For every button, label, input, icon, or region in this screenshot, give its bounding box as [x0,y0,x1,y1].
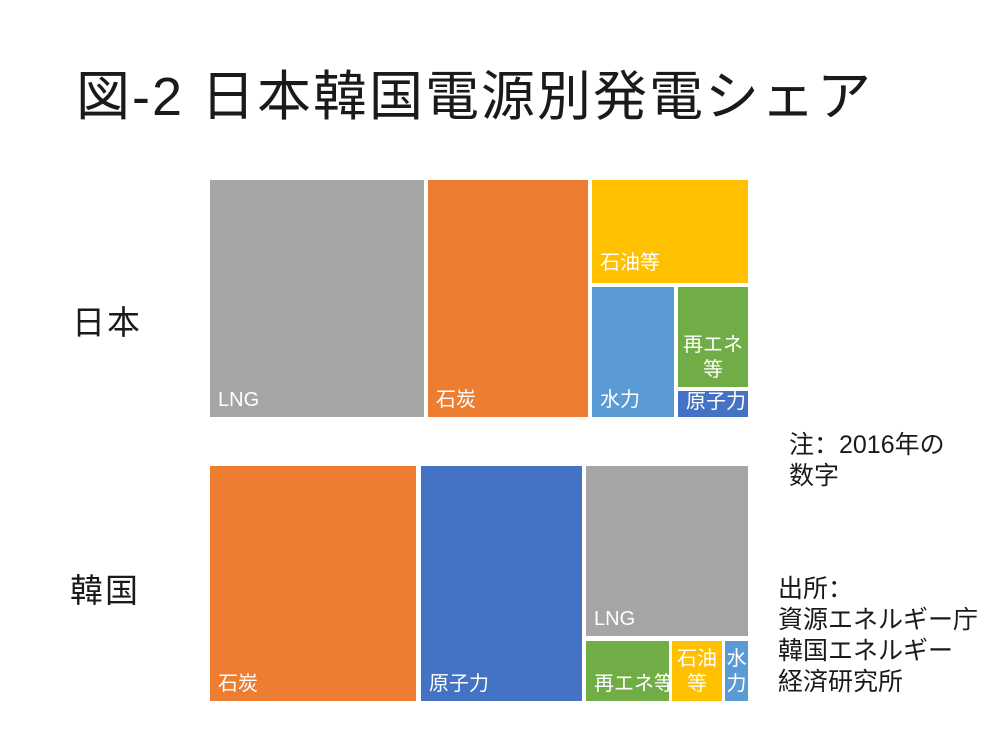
japan-tile-hydro-label: 水力 [600,389,640,411]
korea-tile-oil-line2: 等 [687,673,707,695]
korea-tile-lng-label: LNG [594,608,636,630]
japan-tile-lng-label: LNG [218,389,260,411]
source-line2: 資源エネルギー庁 [778,606,979,634]
note-line2: 数字 [789,462,840,490]
japan-tile-nuclear: 原子力 [678,391,748,417]
korea-tile-nuclear: 原子力 [421,466,582,701]
japan-tile-nuclear-label: 原子力 [686,391,746,413]
korea-tile-renewables: 再エネ等 [586,641,674,701]
korea-tile-lng: LNG [586,466,748,636]
note-text: 注：2016年の 数字 [789,430,979,492]
korea-tile-oil: 石油等 [672,641,722,701]
japan-tile-renewables: 再エネ等 [678,287,748,387]
note-line1: 注：2016年の [789,431,945,459]
source-line4: 経済研究所 [778,668,904,696]
japan-tile-renewables-label: 再エネ等 [678,333,748,383]
japan-tile-renewables-line2: 等 [703,359,723,381]
korea-tile-hydro: 水力 [725,641,748,701]
source-line1: 出所： [778,575,854,603]
japan-tile-coal-label: 石炭 [436,389,476,411]
row-label-japan: 日本 [72,304,142,341]
korea-tile-coal-label: 石炭 [218,673,258,695]
korea-tile-hydro-line2: 力 [726,673,747,695]
page-title: 図-2 日本韓国電源別発電シェア [76,67,874,127]
korea-tile-oil-label: 石油等 [672,647,722,697]
source-line3: 韓国エネルギー [778,637,954,665]
japan-tile-coal: 石炭 [428,180,588,417]
japan-tile-oil-label: 石油等 [600,252,660,274]
row-label-korea: 韓国 [70,572,140,609]
japan-tile-lng: LNG [210,180,424,417]
japan-tile-oil: 石油等 [592,180,748,283]
korea-tile-coal: 石炭 [210,466,416,701]
korea-tile-nuclear-label: 原子力 [429,673,489,695]
treemap-japan: LNG 石炭 石油等 水力 再エネ等 原子力 [210,180,748,417]
japan-tile-hydro: 水力 [592,287,674,417]
japan-tile-renewables-line1: 再エネ [683,334,743,356]
korea-tile-hydro-line1: 水 [726,648,747,670]
treemap-korea: 石炭 原子力 LNG 再エネ等 石油等 水力 [210,466,748,701]
korea-tile-hydro-label: 水力 [725,647,748,697]
source-text: 出所： 資源エネルギー庁 韓国エネルギー 経済研究所 [778,574,993,698]
korea-tile-renewables-label: 再エネ等 [594,673,674,695]
korea-tile-oil-line1: 石油 [677,648,717,670]
